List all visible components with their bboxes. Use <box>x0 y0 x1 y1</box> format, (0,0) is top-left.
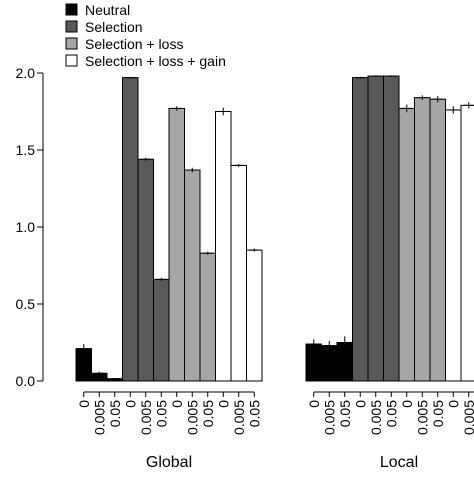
panel-label: Local <box>380 454 418 471</box>
panel-label: Global <box>146 454 192 471</box>
bar <box>153 278 170 382</box>
x-tick-label: 0.005 <box>184 400 200 435</box>
bar <box>184 169 201 382</box>
bar <box>246 249 263 382</box>
legend-label: Selection + loss <box>85 36 183 52</box>
x-tick-label: 0 <box>399 400 415 408</box>
x-tick-label: 0.05 <box>107 400 123 427</box>
x-tick-label: 0.005 <box>368 400 384 435</box>
x-tick-label: 0 <box>76 400 92 408</box>
y-tick-label: 0.0 <box>16 373 36 389</box>
x-tick-label: 0.05 <box>337 400 353 427</box>
bar <box>137 158 154 382</box>
y-tick-label: 1.0 <box>16 219 36 235</box>
bar <box>305 343 322 382</box>
bar <box>122 77 139 382</box>
bar <box>199 252 216 382</box>
bar <box>383 75 400 382</box>
bar <box>230 164 247 382</box>
x-tick-label: 0.05 <box>200 400 216 427</box>
x-tick-label: 0.05 <box>430 400 446 427</box>
x-tick-label: 0.005 <box>231 400 247 435</box>
legend-swatch <box>65 37 78 50</box>
bar <box>460 104 474 382</box>
x-tick-label: 0 <box>352 400 368 408</box>
bar <box>321 345 338 382</box>
bar <box>215 111 232 382</box>
bar <box>352 77 369 382</box>
x-tick-label: 0.005 <box>414 400 430 435</box>
bar <box>445 109 462 382</box>
x-tick-label: 0 <box>169 400 185 408</box>
x-tick-label: 0.005 <box>91 400 107 435</box>
bar <box>414 97 431 382</box>
bar <box>367 75 384 382</box>
x-tick-label: 0.005 <box>461 400 474 435</box>
x-tick-label: 0 <box>122 400 138 408</box>
legend-swatch <box>65 54 78 67</box>
x-tick-label: 0.005 <box>321 400 337 435</box>
bar <box>75 348 92 382</box>
bar <box>398 107 415 382</box>
x-tick-label: 0 <box>306 400 322 408</box>
bar <box>168 107 185 382</box>
y-tick-label: 1.5 <box>16 142 36 158</box>
x-tick-label: 0.05 <box>153 400 169 427</box>
legend-swatch <box>65 20 78 33</box>
x-tick-label: 0.005 <box>138 400 154 435</box>
y-tick-label: 0.5 <box>16 296 36 312</box>
x-tick-label: 0.05 <box>246 400 262 427</box>
bar <box>429 98 446 382</box>
y-tick-label: 2.0 <box>16 65 36 81</box>
x-tick-label: 0.05 <box>383 400 399 427</box>
legend-label: Neutral <box>85 2 130 18</box>
x-tick-label: 0 <box>445 400 461 408</box>
legend-label: Selection <box>85 19 143 35</box>
legend-label: Selection + loss + gain <box>85 53 226 69</box>
legend-swatch <box>65 3 78 16</box>
x-tick-label: 0 <box>215 400 231 408</box>
